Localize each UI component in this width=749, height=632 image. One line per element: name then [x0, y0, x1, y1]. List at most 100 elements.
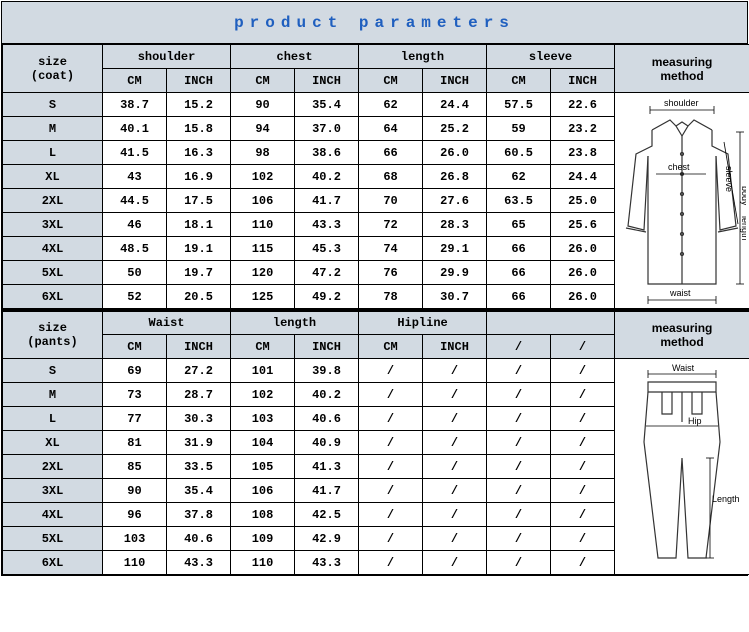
data-cell: 39.8	[295, 359, 359, 383]
data-cell: /	[359, 431, 423, 455]
data-cell: 101	[231, 359, 295, 383]
pants-group-blank	[487, 311, 615, 335]
coat-group-length: length	[359, 45, 487, 69]
size-cell: S	[3, 93, 103, 117]
data-cell: 74	[359, 237, 423, 261]
pants-unit: INCH	[167, 335, 231, 359]
data-cell: 30.3	[167, 407, 231, 431]
data-cell: /	[423, 407, 487, 431]
data-cell: 48.5	[103, 237, 167, 261]
pants-unit: INCH	[295, 335, 359, 359]
data-cell: /	[487, 551, 551, 575]
data-cell: /	[487, 359, 551, 383]
data-cell: 26.0	[551, 237, 615, 261]
data-cell: 38.7	[103, 93, 167, 117]
data-cell: 65	[487, 213, 551, 237]
data-cell: 66	[487, 237, 551, 261]
data-cell: 27.6	[423, 189, 487, 213]
data-cell: 62	[359, 93, 423, 117]
size-cell: 2XL	[3, 189, 103, 213]
data-cell: 68	[359, 165, 423, 189]
pants-unit: /	[487, 335, 551, 359]
pants-unit: CM	[359, 335, 423, 359]
data-cell: /	[359, 503, 423, 527]
data-cell: 40.1	[103, 117, 167, 141]
data-cell: /	[359, 527, 423, 551]
data-cell: 35.4	[295, 93, 359, 117]
size-cell: XL	[3, 165, 103, 189]
data-cell: 78	[359, 285, 423, 309]
data-cell: 15.8	[167, 117, 231, 141]
data-cell: 42.5	[295, 503, 359, 527]
data-cell: 40.2	[295, 383, 359, 407]
svg-text:Waist: Waist	[672, 363, 695, 373]
size-cell: 4XL	[3, 503, 103, 527]
data-cell: /	[359, 551, 423, 575]
size-cell: M	[3, 117, 103, 141]
data-cell: 104	[231, 431, 295, 455]
data-cell: /	[423, 527, 487, 551]
data-cell: 37.0	[295, 117, 359, 141]
data-cell: /	[551, 455, 615, 479]
title: product parameters	[2, 2, 747, 44]
data-cell: 40.2	[295, 165, 359, 189]
data-cell: 96	[103, 503, 167, 527]
data-cell: 25.6	[551, 213, 615, 237]
data-cell: 102	[231, 383, 295, 407]
data-cell: /	[423, 383, 487, 407]
data-cell: /	[551, 503, 615, 527]
pants-table: size (pants) Waist length Hipline measur…	[2, 309, 749, 575]
data-cell: 30.7	[423, 285, 487, 309]
data-cell: 43.3	[167, 551, 231, 575]
data-cell: 18.1	[167, 213, 231, 237]
data-cell: 26.0	[551, 285, 615, 309]
data-cell: 49.2	[295, 285, 359, 309]
data-cell: /	[487, 407, 551, 431]
data-cell: /	[487, 503, 551, 527]
data-cell: 85	[103, 455, 167, 479]
svg-text:waist: waist	[669, 288, 691, 298]
pants-group-length: length	[231, 311, 359, 335]
data-cell: 76	[359, 261, 423, 285]
data-cell: 120	[231, 261, 295, 285]
data-cell: 103	[231, 407, 295, 431]
data-cell: 64	[359, 117, 423, 141]
coat-unit: INCH	[295, 69, 359, 93]
data-cell: 110	[231, 213, 295, 237]
data-cell: 106	[231, 479, 295, 503]
svg-text:shoulder: shoulder	[664, 98, 699, 108]
coat-unit: INCH	[423, 69, 487, 93]
table-row: S38.715.29035.46224.457.522.6 shoulder c…	[3, 93, 749, 117]
data-cell: 42.9	[295, 527, 359, 551]
coat-size-header: size (coat)	[3, 45, 103, 93]
coat-table: size (coat) shoulder chest length sleeve…	[2, 44, 749, 309]
data-cell: 47.2	[295, 261, 359, 285]
data-cell: /	[551, 479, 615, 503]
size-cell: 6XL	[3, 285, 103, 309]
data-cell: 60.5	[487, 141, 551, 165]
pants-diagram: Waist Hip Length	[618, 362, 746, 572]
data-cell: /	[359, 455, 423, 479]
data-cell: 81	[103, 431, 167, 455]
data-cell: 26.8	[423, 165, 487, 189]
data-cell: 37.8	[167, 503, 231, 527]
data-cell: 90	[231, 93, 295, 117]
data-cell: /	[423, 551, 487, 575]
pants-unit: CM	[103, 335, 167, 359]
data-cell: /	[551, 407, 615, 431]
data-cell: /	[359, 479, 423, 503]
data-cell: 44.5	[103, 189, 167, 213]
data-cell: 20.5	[167, 285, 231, 309]
data-cell: 50	[103, 261, 167, 285]
data-cell: 27.2	[167, 359, 231, 383]
data-cell: 41.3	[295, 455, 359, 479]
table-row: S6927.210139.8//// Waist Hip Length	[3, 359, 749, 383]
data-cell: 35.4	[167, 479, 231, 503]
data-cell: 77	[103, 407, 167, 431]
data-cell: 63.5	[487, 189, 551, 213]
data-cell: 70	[359, 189, 423, 213]
coat-group-shoulder: shoulder	[103, 45, 231, 69]
data-cell: 25.2	[423, 117, 487, 141]
data-cell: 40.6	[167, 527, 231, 551]
data-cell: 66	[359, 141, 423, 165]
